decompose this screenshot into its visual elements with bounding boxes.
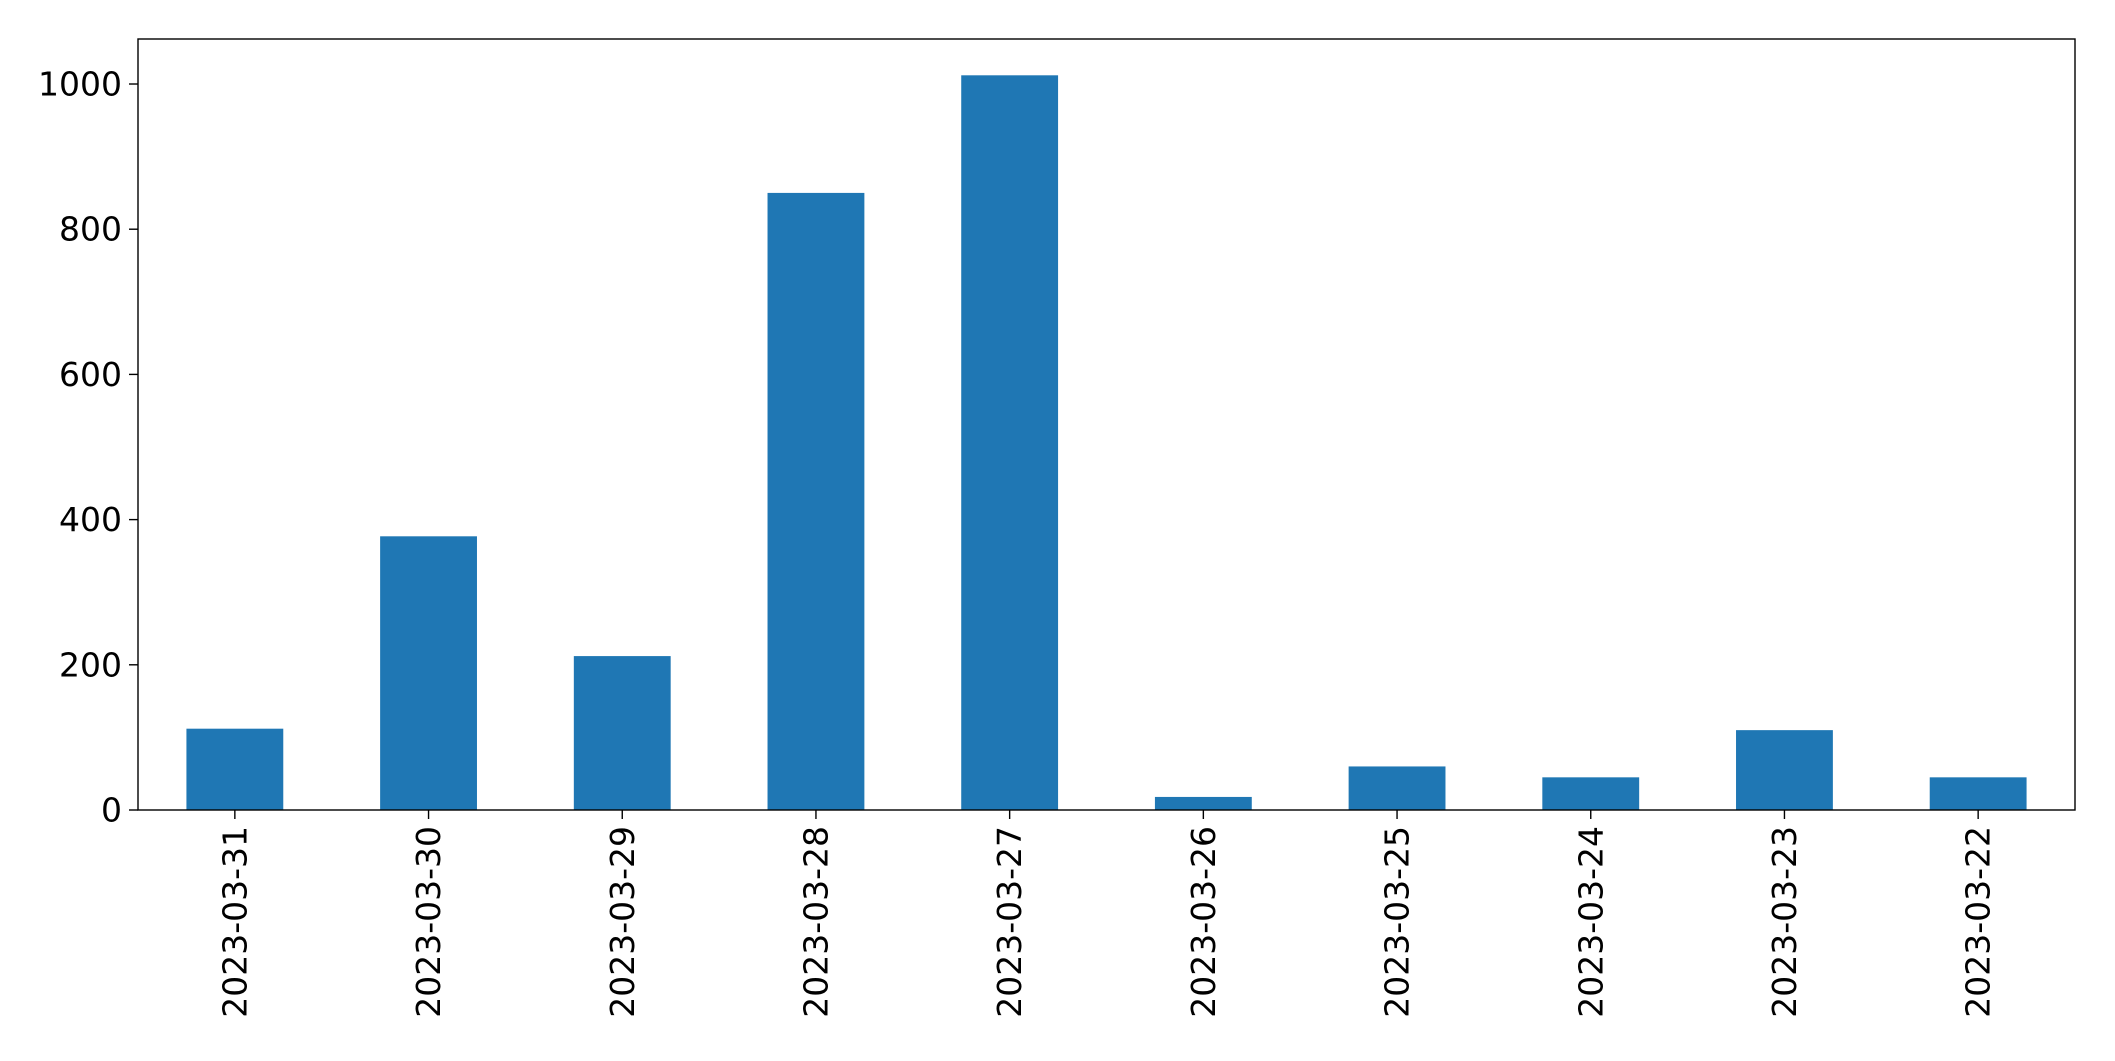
- x-tick-label: 2023-03-28: [796, 826, 835, 1018]
- x-tick-label: 2023-03-22: [1959, 826, 1998, 1018]
- y-tick-label: 1000: [38, 65, 122, 104]
- bar-2023-03-27: [961, 75, 1059, 810]
- y-tick-label: 800: [59, 210, 122, 249]
- x-axis: 2023-03-31 2023-03-30 2023-03-29 2023-03-28…: [215, 810, 1998, 1018]
- bar-2023-03-25: [1348, 766, 1446, 810]
- x-tick-label: 2023-03-27: [990, 826, 1029, 1018]
- x-tick-label: 2023-03-23: [1765, 826, 1804, 1018]
- x-tick-label: 2023-03-26: [1184, 826, 1223, 1018]
- bar-2023-03-22: [1929, 777, 2027, 810]
- x-tick-label: 2023-03-29: [603, 826, 642, 1018]
- plot-frame: [137, 38, 2076, 811]
- bar-2023-03-31: [186, 728, 284, 810]
- bar-2023-03-30: [380, 536, 477, 810]
- bars-layer: [186, 75, 2027, 810]
- y-tick-label: 400: [59, 500, 122, 539]
- bar-2023-03-29: [573, 656, 671, 810]
- y-tick-label: 200: [59, 645, 122, 684]
- bar-2023-03-24: [1542, 777, 1640, 810]
- x-tick-label: 2023-03-31: [215, 826, 254, 1018]
- x-tick-label: 2023-03-24: [1571, 826, 1610, 1018]
- bar-2023-03-23: [1736, 730, 1833, 810]
- y-tick-label: 600: [59, 355, 122, 394]
- x-tick-label: 2023-03-25: [1378, 826, 1417, 1018]
- bar-2023-03-26: [1154, 796, 1252, 810]
- y-axis: 0 200 400 600 800 1000: [38, 65, 138, 830]
- y-tick-label: 0: [101, 791, 122, 830]
- x-tick-label: 2023-03-30: [409, 826, 448, 1018]
- bar-2023-03-28: [767, 192, 865, 810]
